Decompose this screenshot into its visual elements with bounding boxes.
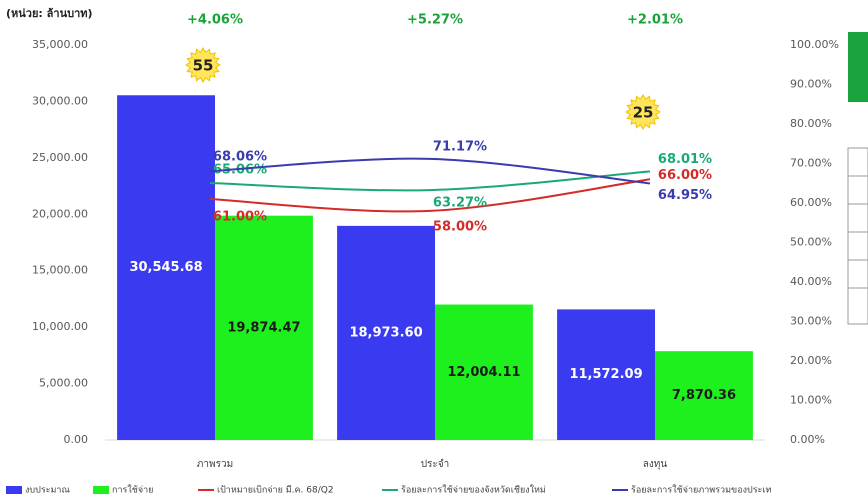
y2-tick-label: 0.00% [790, 433, 825, 446]
badge-label: 25 [633, 104, 654, 122]
legend-label: เป้าหมายเบิกจ่าย มี.ค. 68/Q2 [217, 485, 334, 496]
y-tick-label: 15,000.00 [32, 264, 88, 277]
y-tick-label: 35,000.00 [32, 38, 88, 51]
bar-value-label: 11,572.09 [569, 367, 642, 382]
y-tick-label: 0.00 [64, 433, 89, 446]
legend-label: ร้อยละการใช้จ่ายภาพรวมของประเท [631, 485, 771, 496]
bar-value-label: 7,870.36 [672, 388, 736, 403]
y2-tick-label: 70.00% [790, 157, 832, 170]
y2-tick-label: 40.00% [790, 275, 832, 288]
x-tick-label: ประจำ [421, 459, 450, 470]
bar-value-label: 18,973.60 [349, 325, 422, 340]
y-tick-label: 20,000.00 [32, 207, 88, 220]
line-value-label: 58.00% [433, 219, 487, 234]
y2-tick-label: 90.00% [790, 78, 832, 91]
unit-label: (หน่วย: ล้านบาท) [6, 7, 93, 20]
bar [337, 225, 435, 440]
line-value-label: 68.06% [213, 150, 267, 165]
line-value-label: 61.00% [213, 210, 267, 225]
y2-tick-label: 30.00% [790, 315, 832, 328]
line-value-label: 71.17% [433, 139, 487, 154]
line-value-label: 65.06% [213, 163, 267, 178]
bar [655, 351, 753, 440]
y-tick-label: 25,000.00 [32, 151, 88, 164]
x-tick-label: ลงทุน [643, 459, 668, 470]
change-annotation: +5.27% [407, 13, 463, 28]
bar [215, 215, 313, 440]
bar-value-label: 12,004.11 [447, 365, 520, 380]
badge-label: 55 [193, 57, 214, 75]
bar [435, 304, 533, 440]
line-value-label: 68.01% [658, 152, 712, 167]
line-series [209, 178, 651, 213]
y-tick-label: 10,000.00 [32, 320, 88, 333]
y2-tick-label: 10.00% [790, 394, 832, 407]
legend-label: การใช้จ่าย [112, 485, 153, 496]
y2-tick-label: 50.00% [790, 236, 832, 249]
y-tick-label: 30,000.00 [32, 94, 88, 107]
badge-burst [625, 94, 661, 130]
table-fragment [847, 147, 868, 325]
line-value-label: 63.27% [433, 196, 487, 211]
legend-label: งบประมาณ [25, 486, 70, 496]
y2-tick-label: 20.00% [790, 354, 832, 367]
bar [557, 309, 655, 440]
legend-label: ร้อยละการใช้จ่ายของจังหวัดเชียงใหม่ [401, 485, 546, 496]
line-value-label: 64.95% [658, 188, 712, 203]
bar-value-label: 19,874.47 [227, 320, 300, 335]
bar-value-label: 30,545.68 [129, 260, 202, 275]
y2-tick-label: 100.00% [790, 38, 839, 51]
line-value-label: 66.00% [658, 168, 712, 183]
x-tick-label: ภาพรวม [197, 459, 233, 470]
legend-swatch [6, 486, 22, 494]
y2-tick-label: 80.00% [790, 117, 832, 130]
table-header [848, 32, 868, 102]
change-annotation: +4.06% [187, 13, 243, 28]
y2-tick-label: 60.00% [790, 196, 832, 209]
y-tick-label: 5,000.00 [39, 377, 88, 390]
change-annotation: +2.01% [627, 13, 683, 28]
line-series [209, 157, 651, 185]
badge-burst [185, 47, 221, 83]
legend-swatch [93, 486, 109, 494]
bar [117, 95, 215, 441]
